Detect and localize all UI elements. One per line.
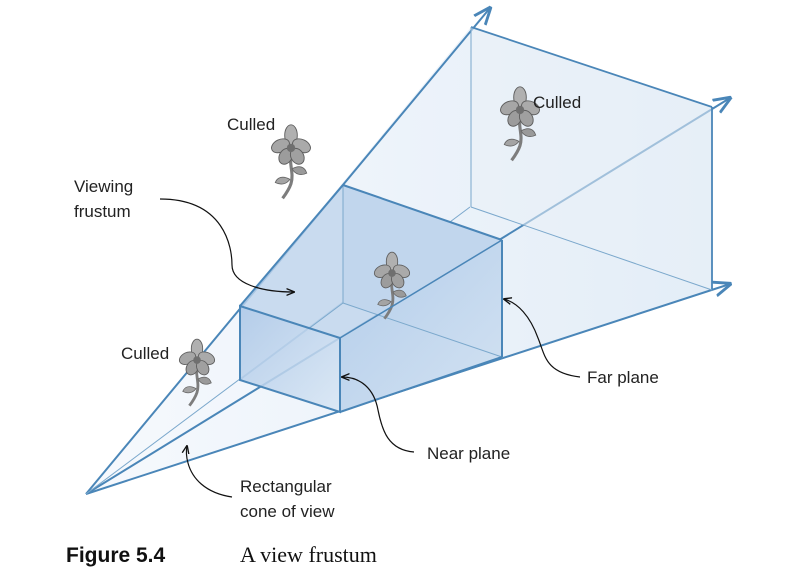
cone-pointer (186, 446, 233, 498)
viewing-frustum (239, 184, 503, 414)
far-plane-label: Far plane (587, 368, 659, 387)
near-plane-pointer (342, 377, 415, 453)
figure-number: Figure 5.4 (66, 544, 166, 567)
far-plane-pointer (504, 299, 581, 378)
culled-label-right: Culled (533, 93, 581, 112)
viewing-frustum-pointer (159, 198, 294, 292)
cone-label-line1: Rectangular (240, 477, 332, 496)
cone-far-rectangle (470, 26, 713, 291)
viewing-frustum-label-line1: Viewing (74, 177, 133, 196)
culled-label-top: Culled (227, 115, 275, 134)
viewing-frustum-label-line2: frustum (74, 202, 131, 221)
figure-caption: A view frustum (240, 542, 377, 567)
near-plane-label: Near plane (427, 444, 510, 463)
culled-flower-top-icon (267, 123, 315, 200)
culled-label-left: Culled (121, 344, 169, 363)
cone-label-line2: cone of view (240, 502, 335, 521)
